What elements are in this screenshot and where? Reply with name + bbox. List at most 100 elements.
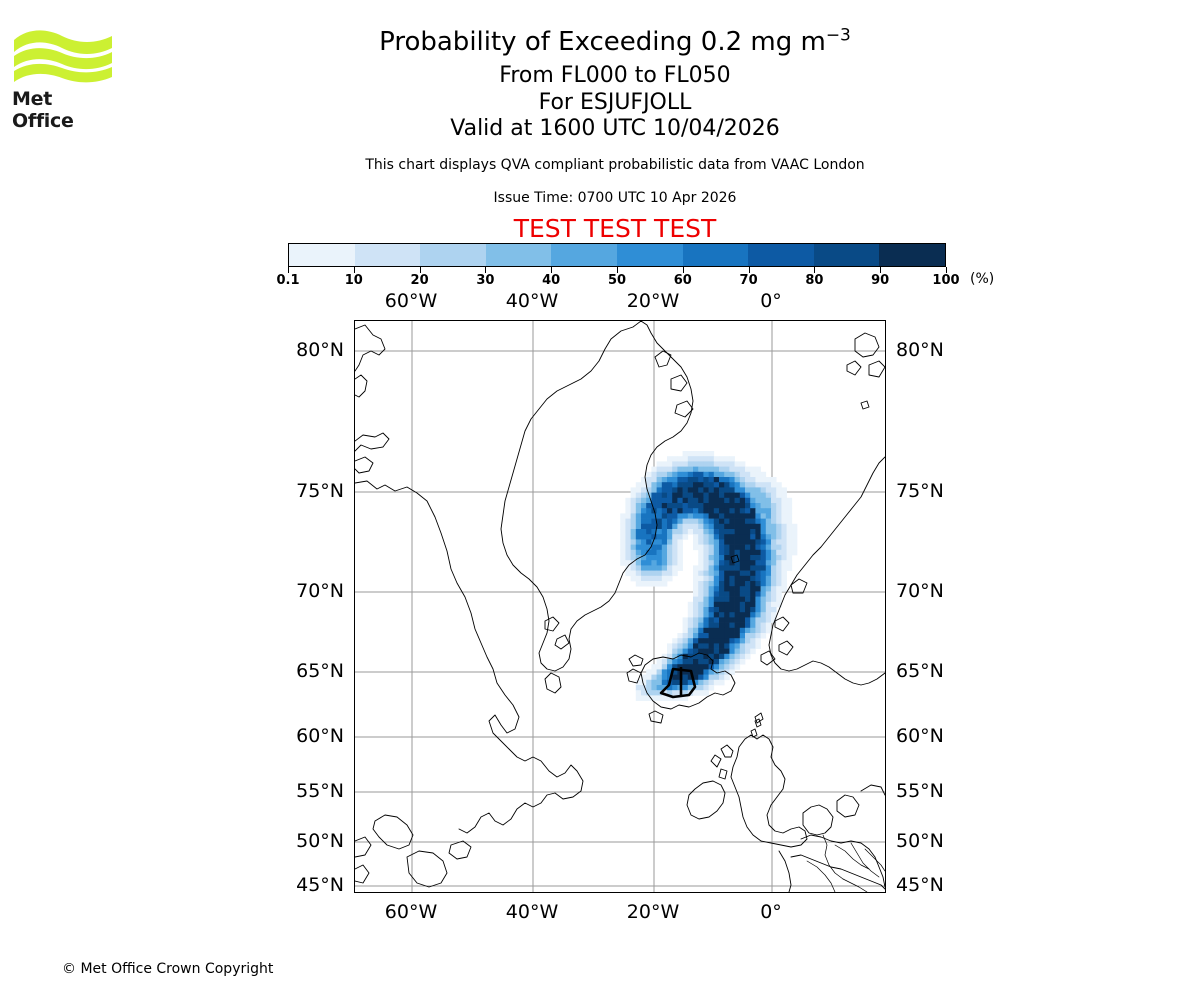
plume-cell bbox=[635, 690, 642, 696]
plume-cell bbox=[651, 466, 657, 473]
plume-cell bbox=[724, 534, 730, 540]
plume-cell bbox=[687, 466, 694, 473]
plume-cell bbox=[745, 508, 751, 514]
plume-cell bbox=[672, 653, 678, 660]
colorbar-tick bbox=[551, 267, 553, 273]
plume-cell bbox=[703, 451, 709, 457]
plume-cell bbox=[708, 607, 715, 613]
plume-cell bbox=[698, 601, 704, 608]
plume-cell bbox=[703, 617, 709, 623]
plume-cell bbox=[729, 659, 735, 665]
plume-cell bbox=[693, 617, 699, 623]
plume-cell bbox=[708, 471, 715, 478]
plume-cell bbox=[687, 659, 694, 665]
plume-cell bbox=[771, 503, 777, 509]
plume-cell bbox=[630, 503, 637, 509]
plume-cell bbox=[734, 643, 741, 649]
plume-cell bbox=[739, 534, 746, 540]
plume-cell bbox=[698, 471, 704, 478]
plume-cell bbox=[755, 565, 761, 571]
plume-cell bbox=[646, 477, 652, 483]
plume-cell bbox=[682, 529, 689, 535]
plume-cell bbox=[698, 549, 704, 556]
plume-cell bbox=[739, 581, 746, 587]
plume-cell bbox=[677, 643, 683, 649]
plume-cell bbox=[719, 570, 725, 577]
plume-cell bbox=[719, 575, 725, 582]
plume-cell bbox=[693, 487, 699, 493]
plume-cell bbox=[651, 565, 657, 571]
plume-cell bbox=[708, 492, 715, 499]
plume-cell bbox=[734, 471, 741, 478]
plume-cell bbox=[791, 529, 798, 535]
lat-label-right-50: 50°N bbox=[896, 830, 944, 852]
plume-cell bbox=[781, 487, 787, 493]
plume-cell bbox=[651, 492, 657, 499]
plume-cell bbox=[646, 679, 652, 686]
plume-cell bbox=[682, 643, 689, 649]
plume-cell bbox=[620, 560, 626, 566]
plume-cell bbox=[687, 503, 694, 509]
plume-cell bbox=[739, 627, 746, 634]
plume-cell bbox=[739, 648, 746, 655]
plume-cell bbox=[682, 627, 689, 634]
plume-cell bbox=[750, 544, 756, 551]
plume-cell bbox=[703, 659, 709, 665]
plume-cell bbox=[724, 497, 730, 504]
plume-cell bbox=[703, 575, 709, 582]
plume-cell bbox=[661, 570, 668, 577]
plume-cell bbox=[651, 503, 657, 509]
plume-cell bbox=[641, 679, 647, 686]
plume-cell bbox=[750, 601, 756, 608]
plume-cell bbox=[755, 586, 761, 592]
plume-cell bbox=[776, 529, 782, 535]
plume-cell bbox=[734, 523, 741, 530]
plume-cell bbox=[698, 633, 704, 639]
plume-cell bbox=[646, 560, 652, 566]
plume-cell bbox=[620, 534, 626, 540]
plume-cell bbox=[708, 581, 715, 587]
probability-colorbar: 0.1 10 20 30 40 50 60 70 80 90 100 bbox=[276, 243, 960, 288]
plume-cell bbox=[656, 690, 663, 696]
plume-cell bbox=[677, 648, 683, 655]
plume-cell bbox=[724, 539, 730, 545]
plume-cell bbox=[745, 492, 751, 499]
plume-cell bbox=[765, 622, 772, 629]
plume-cell bbox=[755, 575, 761, 582]
plume-cell bbox=[677, 653, 683, 660]
lon-label-bottom--60: 60°W bbox=[384, 901, 438, 923]
plume-cell bbox=[708, 451, 715, 457]
plume-cell bbox=[630, 492, 637, 499]
plume-cell bbox=[729, 560, 735, 566]
map-plot-area[interactable] bbox=[354, 320, 886, 893]
plume-cell bbox=[776, 497, 782, 504]
plume-cell bbox=[641, 549, 647, 556]
plume-cell bbox=[734, 653, 741, 660]
plume-cell bbox=[703, 653, 709, 660]
plume-cell bbox=[719, 586, 725, 592]
plume-cell bbox=[739, 544, 746, 551]
lat-label-right-70: 70°N bbox=[896, 580, 944, 602]
plume-cell bbox=[739, 560, 746, 566]
plume-cell bbox=[734, 596, 741, 603]
plume-cell bbox=[698, 482, 704, 488]
plume-cell bbox=[667, 508, 673, 514]
plume-cell bbox=[713, 503, 720, 509]
plume-cell bbox=[771, 607, 777, 613]
plume-cell bbox=[776, 601, 782, 608]
plume-cell bbox=[620, 523, 626, 530]
plume-cell bbox=[713, 607, 720, 613]
plume-cell bbox=[677, 529, 683, 535]
plume-cell bbox=[745, 497, 751, 504]
plume-cell bbox=[682, 674, 689, 681]
plume-cell bbox=[781, 529, 787, 535]
plume-cell bbox=[651, 518, 657, 525]
plume-cell bbox=[750, 622, 756, 629]
plume-cell bbox=[661, 664, 668, 670]
plume-cell bbox=[698, 497, 704, 504]
plume-cell bbox=[708, 560, 715, 566]
plume-cell bbox=[776, 591, 782, 597]
plume-cell bbox=[713, 633, 720, 639]
plume-cell bbox=[713, 596, 720, 603]
plume-cell bbox=[755, 508, 761, 514]
